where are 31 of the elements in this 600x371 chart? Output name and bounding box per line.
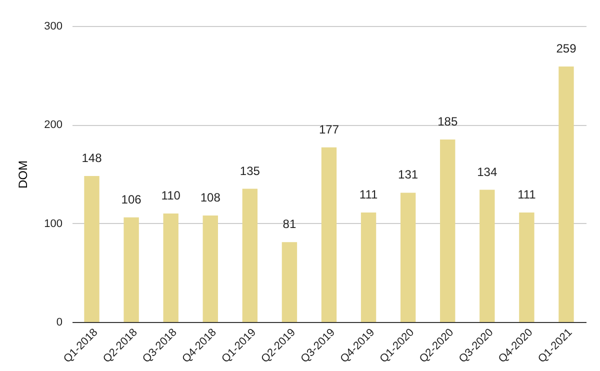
y-tick-label: 100: [44, 218, 62, 230]
data-label: 259: [556, 41, 577, 56]
bar: [242, 188, 258, 322]
bar: [202, 215, 218, 322]
bar: [163, 213, 178, 322]
data-label: 110: [161, 188, 181, 202]
bar: [282, 242, 298, 322]
y-tick-label: 200: [44, 119, 62, 132]
data-label: 185: [438, 114, 458, 128]
bar: [519, 212, 534, 322]
data-label: 106: [121, 192, 142, 206]
y-tick-label: 0: [56, 316, 62, 328]
data-label: 108: [200, 190, 221, 204]
bar: [124, 217, 139, 322]
bar: [480, 190, 495, 322]
bar: [558, 66, 574, 322]
data-label: 135: [240, 164, 260, 178]
y-axis-title: DOM: [16, 160, 30, 188]
bar: [440, 139, 456, 322]
data-label: 177: [318, 122, 340, 136]
data-label: 134: [477, 164, 498, 179]
bar: [321, 147, 337, 322]
data-label: 111: [359, 187, 378, 202]
bar: [84, 176, 100, 322]
bar: [400, 192, 416, 322]
data-label: 148: [82, 150, 102, 165]
data-label: 131: [398, 168, 418, 182]
data-label: 111: [518, 187, 536, 202]
data-label: 81: [282, 217, 296, 232]
bar: [360, 212, 376, 322]
y-tick-label: 300: [44, 20, 62, 32]
